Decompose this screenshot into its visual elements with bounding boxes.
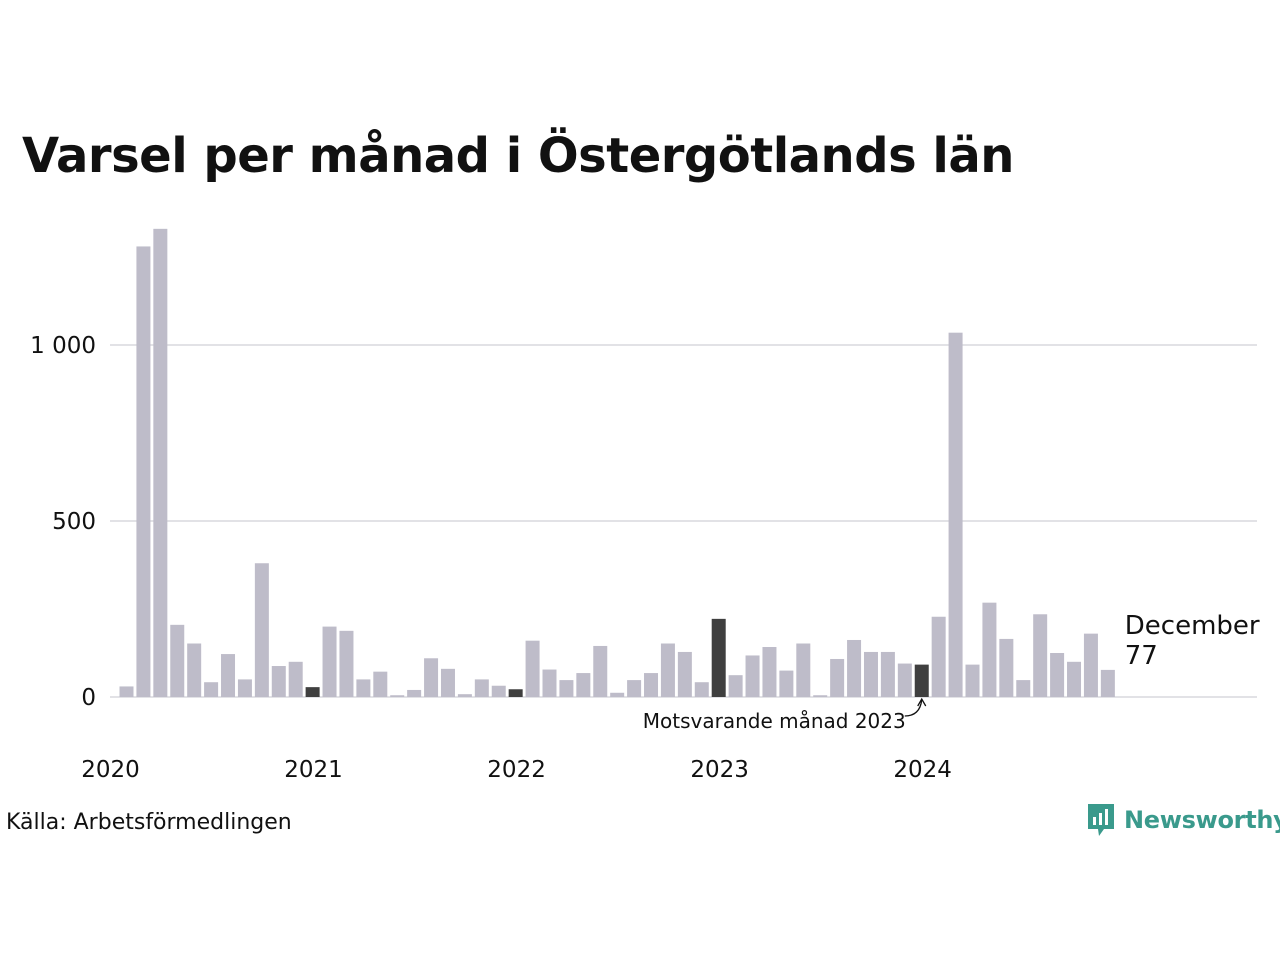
bar	[813, 695, 828, 697]
bar	[931, 616, 946, 697]
bar	[221, 654, 236, 697]
bar-same-month	[711, 618, 726, 697]
annotation-month: December	[1125, 611, 1260, 641]
bar	[982, 602, 997, 697]
y-tick-label: 0	[81, 685, 96, 711]
bar	[457, 694, 472, 697]
bar	[559, 680, 574, 697]
bar	[373, 671, 388, 697]
annotation-arrowhead	[917, 697, 927, 707]
bar	[170, 624, 185, 697]
bar	[847, 639, 862, 697]
bar	[897, 663, 912, 697]
bar-same-month	[508, 689, 523, 697]
chart-title: Varsel per månad i Östergötlands län	[22, 128, 1014, 184]
bar	[136, 246, 151, 697]
bar	[796, 643, 811, 697]
bar	[863, 651, 878, 697]
x-tick-label: 2023	[690, 757, 749, 783]
bar	[762, 647, 777, 697]
x-tick-label: 2020	[81, 757, 140, 783]
bar	[677, 651, 692, 697]
bar	[542, 669, 557, 697]
bar	[288, 661, 303, 697]
bar	[644, 673, 659, 697]
bar	[694, 682, 709, 697]
bar	[153, 228, 168, 697]
bar	[880, 651, 895, 697]
newsworthy-logo-icon	[1088, 804, 1114, 836]
bar	[627, 680, 642, 697]
annotation-previous-year: Motsvarande månad 2023	[643, 709, 906, 733]
bar	[593, 645, 608, 697]
bar	[728, 675, 743, 697]
bar	[1016, 680, 1031, 697]
bar	[390, 695, 405, 697]
bar	[745, 655, 760, 697]
x-tick-label: 2022	[487, 757, 546, 783]
bar	[999, 638, 1014, 697]
brand-name: Newsworthy	[1124, 806, 1280, 834]
bar	[491, 685, 506, 697]
bar	[1050, 653, 1065, 697]
bar-same-month	[305, 687, 320, 697]
bar	[356, 679, 371, 697]
source-note: Källa: Arbetsförmedlingen	[6, 810, 292, 835]
bar	[1100, 669, 1115, 697]
bar	[407, 689, 422, 697]
bar	[1033, 614, 1048, 697]
bar	[322, 626, 337, 697]
bar	[440, 668, 455, 697]
bar	[339, 630, 354, 697]
annotation-arrow	[904, 699, 923, 717]
bar	[254, 563, 269, 697]
bar	[779, 670, 794, 697]
bar	[237, 679, 252, 697]
x-tick-label: 2021	[284, 757, 343, 783]
bar	[948, 332, 963, 697]
bar	[525, 640, 540, 697]
bar	[119, 686, 134, 697]
bar	[187, 643, 202, 697]
bar	[1067, 661, 1082, 697]
bar	[1083, 633, 1098, 697]
y-tick-label: 500	[52, 509, 96, 535]
y-tick-label: 1 000	[30, 333, 96, 359]
bar	[610, 692, 625, 697]
bar	[660, 643, 675, 697]
brand-logo: Newsworthy	[1086, 802, 1280, 838]
x-tick-label: 2024	[893, 757, 952, 783]
bar	[965, 664, 980, 697]
bar	[576, 673, 591, 697]
bar	[424, 658, 439, 697]
bar-same-month	[914, 664, 929, 697]
bar	[271, 666, 286, 697]
bar	[204, 682, 219, 697]
bar	[474, 679, 489, 697]
annotation-value: 77	[1125, 641, 1158, 671]
bar	[830, 658, 845, 697]
